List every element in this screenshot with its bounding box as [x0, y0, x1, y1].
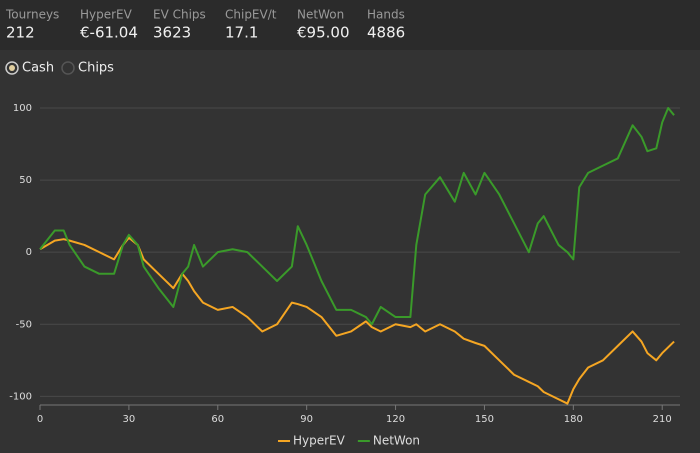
stat-label: NetWon [297, 8, 344, 22]
x-tick-label: 60 [211, 414, 224, 425]
series-line [39, 106, 675, 326]
y-tick-label: -50 [16, 319, 32, 330]
x-tick-label: 150 [475, 414, 494, 425]
radio-label[interactable]: Cash [22, 61, 54, 76]
radio-dot [9, 65, 15, 71]
stat-label: EV Chips [153, 8, 206, 22]
stat-value: 212 [6, 24, 35, 42]
y-tick-label: 50 [19, 175, 32, 186]
x-tick-label: 180 [564, 414, 583, 425]
x-tick-label: 120 [386, 414, 405, 425]
x-tick-label: 30 [123, 414, 136, 425]
radio-button[interactable] [5, 61, 19, 75]
stat-value: €95.00 [297, 24, 350, 42]
x-tick-label: 90 [300, 414, 313, 425]
stat-label: Tourneys [5, 8, 59, 22]
stats-bar [0, 0, 700, 50]
radio-button[interactable] [61, 61, 75, 75]
series-line [39, 236, 675, 405]
stat-value: 4886 [367, 24, 405, 42]
stat-value: 17.1 [225, 24, 258, 42]
legend-label: NetWon [373, 434, 420, 448]
radio-label[interactable]: Chips [78, 61, 114, 76]
y-tick-label: -100 [9, 391, 32, 402]
stat-label: HyperEV [80, 8, 133, 22]
x-tick-label: 210 [653, 414, 672, 425]
legend-label: HyperEV [293, 434, 346, 448]
stat-value: 3623 [153, 24, 191, 42]
y-tick-label: 0 [26, 247, 32, 258]
stat-value: €-61.04 [80, 24, 138, 42]
y-tick-label: 100 [13, 103, 32, 114]
x-tick-label: 0 [37, 414, 43, 425]
stat-label: Hands [367, 8, 405, 22]
stat-label: ChipEV/t [225, 8, 277, 22]
